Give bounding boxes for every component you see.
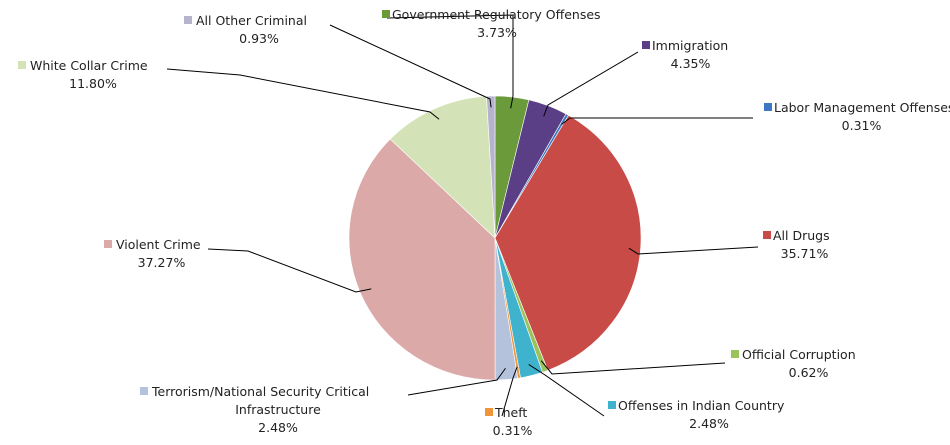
- swatch-terrorism-national-security-critical-infrastructure: [140, 387, 148, 395]
- label-all-drugs: All Drugs 35.71%: [773, 228, 830, 261]
- leader-lines: [166, 14, 759, 417]
- label-terrorism-national-security-critical-infrastructure: Terrorism/National Security Critical Infr…: [151, 384, 369, 435]
- swatch-all-other-criminal: [184, 16, 192, 24]
- label-white-collar-crime: White Collar Crime 11.80%: [30, 58, 148, 91]
- value-government-regulatory-offenses: 3.73%: [477, 25, 517, 40]
- value-immigration: 4.35%: [671, 56, 711, 71]
- leader-line-labor-management-offenses: [561, 117, 753, 125]
- value-white-collar-crime: 11.80%: [69, 76, 117, 91]
- slice-all-other-criminal: [486, 95, 496, 239]
- swatch-violent-crime: [104, 240, 112, 248]
- leader-line-violent-crime: [207, 248, 372, 293]
- swatch-white-collar-crime: [18, 61, 26, 69]
- value-terrorism-national-security-critical-infrastructure: 2.48%: [258, 420, 298, 435]
- label-government-regulatory-offenses: Government Regulatory Offenses 3.73%: [392, 7, 601, 40]
- leader-line-immigration: [543, 51, 639, 117]
- leader-line-white-collar-crime: [166, 68, 440, 120]
- leader-line-government-regulatory-offenses: [386, 14, 514, 109]
- leader-line-theft: [501, 366, 518, 417]
- label-labor-management-offenses: Labor Management Offenses 0.31%: [774, 100, 950, 133]
- swatch-government-regulatory-offenses: [382, 10, 390, 18]
- value-all-drugs: 35.71%: [781, 246, 829, 261]
- swatch-labor-management-offenses: [764, 103, 772, 111]
- label-official-corruption: Official Corruption 0.62%: [742, 347, 856, 380]
- label-violent-crime: Violent Crime 37.27%: [116, 237, 201, 270]
- value-violent-crime: 37.27%: [138, 255, 186, 270]
- swatch-all-drugs: [763, 231, 771, 239]
- pie-labels: Government Regulatory Offenses 3.73% Immig…: [18, 7, 950, 438]
- value-labor-management-offenses: 0.31%: [842, 118, 882, 133]
- value-theft: 0.31%: [493, 423, 533, 438]
- label-immigration: Immigration 4.35%: [652, 38, 728, 71]
- slice-white-collar-crime: [389, 95, 496, 239]
- leader-line-terrorism-national-security-critical-infrastructure: [407, 367, 506, 396]
- value-all-other-criminal: 0.93%: [239, 31, 279, 46]
- swatch-theft: [485, 408, 493, 416]
- leader-line-offenses-in-indian-country: [528, 364, 605, 417]
- pie-slices: [348, 95, 642, 381]
- slice-all-drugs: [494, 114, 642, 371]
- swatch-official-corruption: [731, 350, 739, 358]
- swatch-offenses-in-indian-country: [608, 401, 616, 409]
- value-official-corruption: 0.62%: [789, 365, 829, 380]
- label-theft: Theft 0.31%: [493, 405, 533, 438]
- leader-line-all-drugs: [628, 246, 759, 255]
- label-all-other-criminal: All Other Criminal 0.93%: [196, 13, 307, 46]
- label-offenses-in-indian-country: Offenses in Indian Country 2.48%: [618, 398, 785, 431]
- slice-violent-crime: [348, 138, 496, 381]
- leader-line-all-other-criminal: [329, 24, 492, 108]
- value-offenses-in-indian-country: 2.48%: [689, 416, 729, 431]
- swatch-immigration: [642, 41, 650, 49]
- leader-line-official-corruption: [540, 360, 726, 375]
